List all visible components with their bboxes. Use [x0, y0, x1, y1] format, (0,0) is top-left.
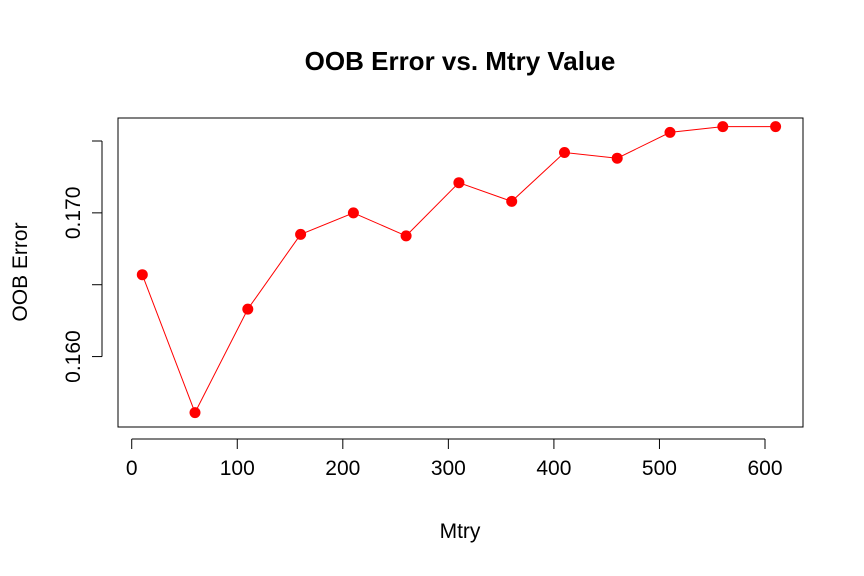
y-tick-label: 0.160: [62, 330, 85, 383]
series-oob-error: [136, 121, 782, 419]
x-tick-label: 600: [747, 457, 782, 480]
data-point: [242, 303, 254, 315]
x-axis-label: Mtry: [440, 520, 481, 543]
data-point: [664, 126, 676, 138]
data-point: [189, 407, 201, 419]
data-point: [717, 121, 729, 133]
data-point: [770, 121, 782, 133]
y-tick-label: 0.170: [62, 187, 85, 240]
x-tick-label: 100: [220, 457, 255, 480]
data-point: [611, 152, 623, 164]
y-axis-label: OOB Error: [9, 222, 32, 321]
x-axis: 0 100 200 300 400 500 600: [126, 438, 783, 480]
series-line: [141, 126, 776, 414]
data-point: [295, 228, 307, 240]
x-tick-label: 500: [642, 457, 677, 480]
x-tick-label: 400: [536, 457, 571, 480]
data-point: [400, 230, 412, 242]
data-point: [453, 177, 465, 189]
data-point: [559, 147, 570, 158]
chart-title: OOB Error vs. Mtry Value: [305, 46, 616, 76]
data-point: [136, 269, 148, 281]
x-tick-label: 300: [431, 457, 466, 480]
y-axis: 0.160 0.170: [62, 140, 103, 383]
x-tick-label: 200: [325, 457, 360, 480]
plot-frame: [117, 117, 804, 428]
x-tick-label: 0: [126, 457, 138, 480]
data-point: [347, 207, 359, 219]
data-point: [506, 195, 518, 207]
